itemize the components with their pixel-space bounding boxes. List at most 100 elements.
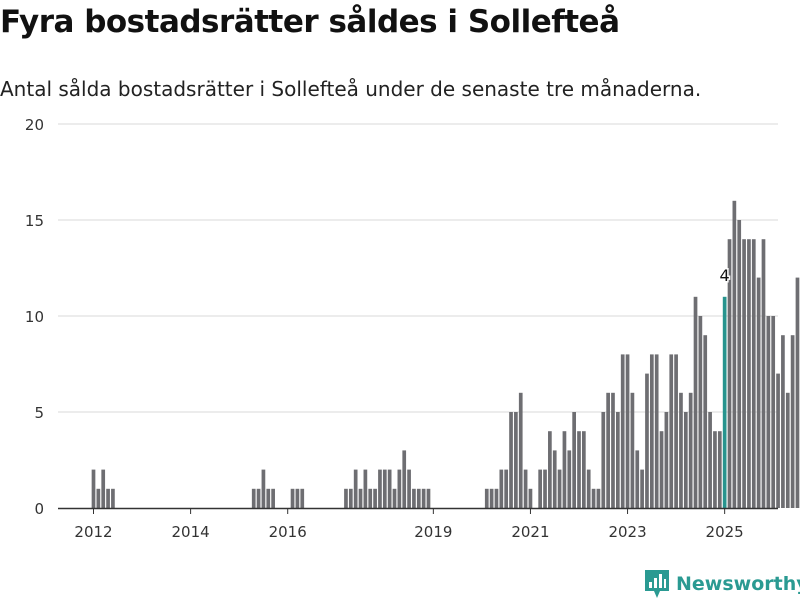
- bar: [499, 469, 504, 508]
- y-tick-label: 5: [34, 404, 44, 422]
- bar: [290, 488, 295, 508]
- bar: [611, 392, 615, 508]
- bar: [251, 488, 256, 508]
- bar: [494, 488, 499, 508]
- bar: [659, 431, 664, 508]
- annotations: 4: [718, 264, 731, 286]
- bar: [683, 412, 688, 508]
- x-tick-label: 2025: [706, 523, 744, 541]
- bar: [387, 469, 392, 508]
- highlight-value-label: 4: [720, 266, 730, 285]
- bar: [528, 488, 533, 508]
- bar: [509, 412, 513, 508]
- bar: [577, 431, 581, 508]
- bar: [693, 296, 698, 508]
- bar: [664, 412, 669, 508]
- x-tick-label: 2012: [74, 523, 112, 541]
- bar: [363, 469, 368, 508]
- bar: [640, 469, 644, 508]
- bar: [295, 488, 300, 508]
- bar: [96, 488, 101, 508]
- bar: [382, 469, 387, 508]
- bar: [785, 392, 790, 508]
- bar: [679, 392, 683, 508]
- bar: [368, 488, 373, 508]
- bar: [523, 469, 528, 508]
- bar: [543, 469, 547, 508]
- bar: [713, 431, 717, 508]
- bar: [392, 488, 397, 508]
- x-axis: 2012 2014 2016 2019 2021 2023 2025: [58, 507, 778, 541]
- bar: [373, 488, 377, 508]
- bar: [348, 488, 353, 508]
- bar: [703, 335, 708, 508]
- bar: [586, 469, 591, 508]
- bars: [91, 200, 800, 509]
- bar: [567, 450, 572, 508]
- bar: [271, 488, 275, 508]
- bar: [630, 392, 635, 508]
- bar: [518, 392, 523, 508]
- chart-title: Fyra bostadsrätter såldes i Sollefteå: [0, 4, 620, 40]
- bar: [407, 469, 411, 508]
- newsworthy-icon: [645, 570, 669, 598]
- bar: [620, 354, 625, 508]
- y-tick-label: 15: [25, 212, 44, 230]
- bar: [538, 469, 543, 508]
- bar: [91, 469, 96, 508]
- bar: [591, 488, 596, 508]
- x-tick-label: 2021: [511, 523, 549, 541]
- bar: [572, 412, 576, 508]
- y-tick-label: 10: [25, 308, 44, 326]
- bar-highlight: [722, 296, 727, 508]
- bar: [548, 431, 552, 508]
- bar: [790, 335, 795, 508]
- bar: [358, 488, 363, 508]
- bar: [426, 488, 431, 508]
- bar: [562, 431, 567, 508]
- bar: [606, 392, 610, 508]
- bar: [596, 488, 601, 508]
- bar: [582, 431, 586, 508]
- bar: [751, 239, 756, 508]
- bar: [766, 316, 771, 508]
- bar: [378, 469, 382, 508]
- bar: [635, 450, 640, 508]
- bar: [654, 354, 659, 508]
- x-tick-label: 2014: [172, 523, 210, 541]
- bar: [266, 488, 271, 508]
- bar: [397, 469, 402, 508]
- bar: [742, 239, 746, 508]
- bar: [412, 488, 416, 508]
- bar: [416, 488, 421, 508]
- bar: [649, 354, 654, 508]
- bar: [795, 277, 800, 508]
- chart-subtitle: Antal sålda bostadsrätter i Sollefteå un…: [0, 77, 702, 101]
- bar: [256, 488, 261, 508]
- x-tick-label: 2019: [414, 523, 452, 541]
- y-tick-label: 20: [25, 116, 44, 134]
- bar: [552, 450, 557, 508]
- bar: [106, 488, 110, 508]
- bar: [732, 200, 737, 509]
- bar: [708, 412, 712, 508]
- y-tick-label: 0: [34, 500, 44, 518]
- bar: [727, 239, 732, 508]
- bar: [489, 488, 494, 508]
- bar: [504, 469, 509, 508]
- bar: [688, 392, 693, 508]
- bar: [669, 354, 674, 508]
- bar: [615, 412, 620, 508]
- bar: [698, 316, 703, 508]
- bar: [557, 469, 562, 508]
- bar: [737, 220, 742, 508]
- bar: [601, 412, 606, 508]
- bar: [514, 412, 518, 508]
- newsworthy-logo: Newsworthy: [644, 569, 800, 599]
- bar: [776, 373, 780, 508]
- bar: [771, 316, 776, 508]
- x-tick-label: 2023: [608, 523, 646, 541]
- y-axis-labels: 0 5 10 15 20: [25, 116, 44, 518]
- bar: [353, 469, 358, 508]
